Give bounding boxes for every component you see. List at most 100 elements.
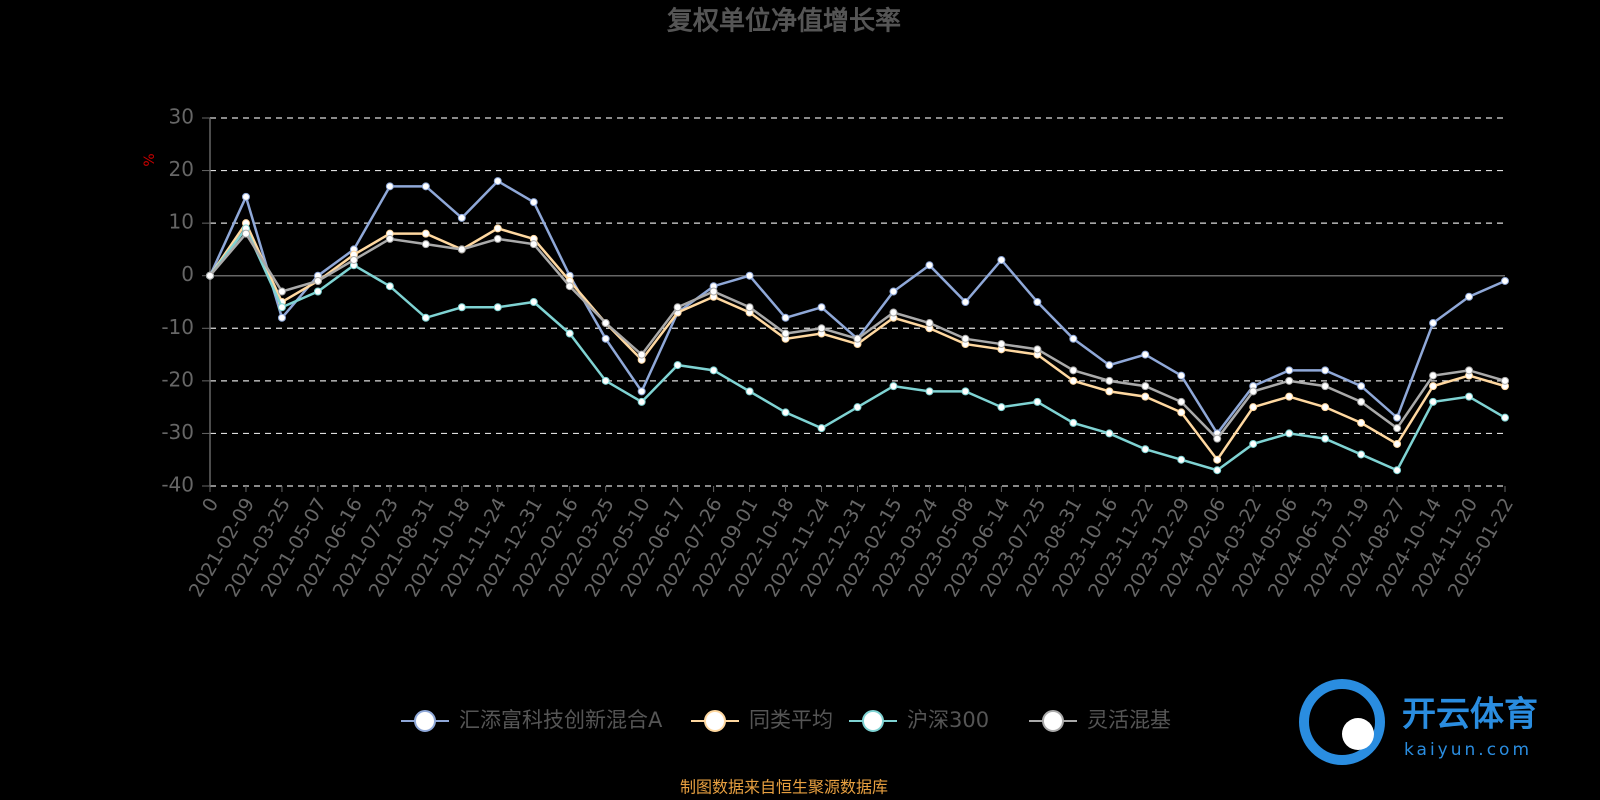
point — [925, 261, 934, 270]
point — [1033, 298, 1042, 306]
point — [1105, 361, 1114, 370]
point — [1501, 276, 1509, 285]
point — [997, 403, 1006, 412]
point — [1429, 319, 1438, 328]
point — [961, 334, 970, 343]
point — [1285, 366, 1294, 375]
watermark: 开云体育 kaiyun.com — [1299, 679, 1538, 765]
point — [529, 240, 538, 249]
point — [673, 361, 682, 370]
point — [565, 282, 574, 291]
point — [1393, 439, 1402, 448]
legend-item: 沪深300 — [849, 708, 989, 732]
legend-label: 灵活混基 — [1087, 708, 1171, 732]
chart-title: 复权单位净值增长率 — [667, 6, 901, 37]
footer: 制图数据来自恒生聚源数据库 — [680, 778, 888, 797]
point — [1429, 397, 1438, 406]
legend-item: 汇添富科技创新混合A — [401, 708, 663, 732]
point — [1249, 387, 1258, 396]
y-tick-label: 0 — [181, 262, 194, 286]
point — [565, 329, 574, 338]
point — [1321, 403, 1330, 412]
point — [637, 387, 646, 396]
point — [1069, 334, 1078, 343]
legend-marker — [1042, 710, 1064, 732]
y-axis-label: % — [142, 153, 158, 166]
point — [781, 408, 790, 417]
point — [1069, 376, 1078, 385]
point — [1285, 429, 1294, 438]
point — [277, 287, 286, 296]
point — [1465, 292, 1474, 301]
point — [493, 177, 502, 186]
legend-item: 灵活混基 — [1029, 708, 1171, 732]
point — [1357, 418, 1366, 427]
point — [1213, 434, 1222, 443]
series — [206, 224, 1509, 475]
legend-label: 汇添富科技创新混合A — [459, 708, 663, 732]
point — [1069, 418, 1078, 427]
point — [1393, 466, 1402, 475]
point — [853, 334, 862, 343]
point — [1033, 345, 1042, 354]
point — [457, 245, 466, 254]
point — [421, 240, 430, 249]
point — [1321, 382, 1330, 391]
point — [1141, 445, 1150, 454]
point — [313, 287, 322, 296]
point — [1429, 371, 1438, 380]
legend-marker — [414, 710, 436, 732]
point — [1033, 397, 1042, 406]
point — [961, 298, 970, 306]
point — [709, 287, 718, 296]
point — [745, 271, 754, 280]
point — [1141, 382, 1150, 391]
y-tick-label: -40 — [161, 473, 194, 497]
y-tick-label: -10 — [161, 315, 194, 339]
point — [1393, 413, 1402, 422]
point — [1141, 392, 1150, 401]
point — [601, 376, 610, 385]
point — [1105, 387, 1114, 396]
point — [1465, 366, 1474, 375]
point — [1141, 350, 1150, 359]
point — [349, 255, 358, 264]
point — [817, 424, 826, 433]
point — [457, 213, 466, 222]
point — [1069, 366, 1078, 375]
point — [745, 303, 754, 312]
point — [997, 255, 1006, 264]
point — [1177, 455, 1186, 464]
point — [421, 229, 430, 238]
legend-label: 沪深300 — [907, 708, 989, 732]
point — [673, 303, 682, 312]
point — [889, 308, 898, 317]
point — [925, 319, 934, 328]
point — [241, 192, 250, 201]
point — [745, 387, 754, 396]
point — [529, 298, 538, 306]
y-tick-label: 10 — [169, 210, 194, 234]
point — [385, 234, 394, 243]
point — [1285, 392, 1294, 401]
point — [925, 387, 934, 396]
point — [457, 303, 466, 312]
point — [385, 282, 394, 291]
y-tick-label: 30 — [169, 105, 194, 129]
point — [1105, 429, 1114, 438]
point — [277, 313, 286, 322]
point — [889, 382, 898, 391]
point — [1429, 382, 1438, 391]
point — [709, 366, 718, 375]
legend-item: 同类平均 — [691, 708, 833, 732]
point — [817, 303, 826, 312]
point — [313, 276, 322, 285]
watermark-site: kaiyun.com — [1404, 740, 1532, 760]
point — [997, 340, 1006, 349]
series-line — [208, 179, 1506, 436]
point — [637, 397, 646, 406]
point — [493, 234, 502, 243]
watermark-name: 开云体育 — [1402, 695, 1538, 735]
point — [421, 182, 430, 191]
point — [529, 198, 538, 207]
